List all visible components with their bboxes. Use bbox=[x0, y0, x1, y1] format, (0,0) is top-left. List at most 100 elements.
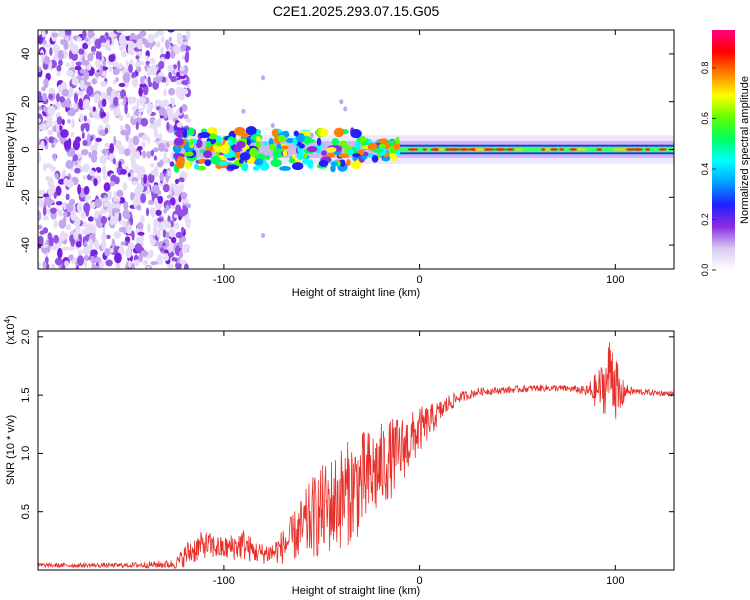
noise-blob bbox=[59, 96, 65, 103]
noise-blob bbox=[71, 51, 79, 61]
noise-blob bbox=[51, 142, 55, 149]
band-blob bbox=[220, 144, 230, 155]
noise-blob bbox=[180, 44, 187, 52]
noise-blob bbox=[145, 207, 150, 217]
colorbar-tick-label: 0.4 bbox=[700, 163, 710, 176]
noise-blob bbox=[42, 205, 47, 216]
noise-blob bbox=[60, 39, 64, 46]
noise-blob bbox=[118, 160, 122, 169]
noise-blob bbox=[141, 141, 146, 149]
noise-blob bbox=[38, 35, 43, 45]
y-tick-label: -20 bbox=[20, 189, 32, 205]
band-blob bbox=[196, 165, 207, 171]
band-blob bbox=[241, 132, 249, 139]
band-blob bbox=[358, 149, 365, 156]
snr-x-ticks: -100 0 100 bbox=[213, 331, 624, 587]
noise-blob bbox=[178, 74, 186, 80]
noise-blob bbox=[88, 170, 96, 176]
noise-blob bbox=[57, 209, 64, 217]
noise-blob bbox=[149, 207, 156, 216]
noise-blob bbox=[178, 177, 185, 183]
noise-blob bbox=[38, 210, 42, 222]
wisp bbox=[261, 233, 266, 239]
noise-blob bbox=[47, 105, 56, 117]
band-hotspot bbox=[569, 148, 578, 151]
noise-blob bbox=[38, 66, 42, 73]
noise-blob bbox=[87, 53, 94, 62]
noise-blob bbox=[79, 113, 84, 123]
noise-blob bbox=[180, 191, 188, 199]
band-blob bbox=[330, 164, 336, 173]
noise-blob bbox=[166, 194, 173, 199]
noise-blob bbox=[146, 265, 151, 269]
spectrogram-image bbox=[38, 30, 674, 269]
band-blob bbox=[307, 159, 314, 169]
noise-blob bbox=[162, 184, 170, 193]
noise-blob bbox=[42, 106, 48, 113]
noise-blob bbox=[50, 165, 56, 172]
band-blob bbox=[204, 159, 212, 167]
x-tick-label: -100 bbox=[213, 274, 235, 286]
band-blob bbox=[346, 158, 351, 166]
band-hotspot bbox=[596, 148, 603, 151]
noise-blob bbox=[56, 116, 63, 125]
band-blob bbox=[203, 150, 213, 159]
noise-blob bbox=[38, 224, 43, 230]
noise-blob bbox=[43, 43, 51, 48]
band-blob bbox=[238, 158, 244, 164]
noise-blob bbox=[136, 66, 142, 73]
noise-blob bbox=[118, 226, 126, 233]
noise-blob bbox=[57, 50, 64, 61]
noise-blob bbox=[182, 244, 189, 254]
noise-blob bbox=[165, 204, 170, 211]
band-blob bbox=[188, 127, 195, 136]
noise-blob bbox=[138, 165, 146, 176]
noise-blob bbox=[57, 30, 66, 38]
noise-blob bbox=[87, 216, 94, 222]
noise-blob bbox=[165, 50, 171, 60]
band-blob bbox=[317, 128, 329, 137]
noise-blob bbox=[106, 234, 111, 240]
noise-blob bbox=[75, 265, 80, 269]
noise-blob bbox=[74, 65, 82, 71]
noise-blob bbox=[116, 140, 123, 148]
band-blob bbox=[273, 156, 278, 161]
noise-blob bbox=[94, 241, 100, 250]
noise-blob bbox=[134, 186, 140, 198]
band-blob bbox=[285, 138, 295, 144]
noise-blob bbox=[91, 261, 95, 269]
band-hotspot bbox=[550, 148, 558, 151]
snr-y-scale: (x104) bbox=[3, 315, 17, 345]
noise-blob bbox=[76, 37, 83, 42]
noise-blob bbox=[46, 120, 54, 128]
noise-blob bbox=[159, 220, 164, 231]
noise-blob bbox=[103, 202, 109, 208]
snr-frame bbox=[37, 330, 675, 571]
noise-blob bbox=[127, 43, 134, 55]
noise-blob bbox=[42, 92, 48, 102]
noise-blob bbox=[176, 71, 181, 78]
noise-blob bbox=[75, 241, 82, 248]
noise-blob bbox=[65, 224, 72, 231]
band-blob bbox=[333, 127, 345, 138]
noise-blob bbox=[53, 219, 58, 229]
noise-blob bbox=[56, 92, 60, 103]
band-blob bbox=[272, 148, 284, 159]
band-hotspot bbox=[574, 148, 587, 151]
noise-blob bbox=[123, 200, 129, 212]
noise-blob bbox=[94, 198, 103, 208]
x-tick-label: 0 bbox=[417, 575, 423, 587]
noise-blob bbox=[111, 238, 116, 250]
band-blob bbox=[208, 133, 218, 140]
noise-blob bbox=[107, 189, 113, 201]
noise-blob bbox=[64, 30, 72, 37]
noise-blob bbox=[74, 161, 78, 166]
noise-blob bbox=[113, 96, 119, 107]
noise-blob bbox=[113, 191, 117, 203]
band-blob bbox=[391, 153, 397, 162]
noise-blob bbox=[49, 47, 53, 56]
spectrogram-panel: -100 0 100 -40 -20 0 20 40 Height of straight … bbox=[5, 29, 675, 299]
noise-blob bbox=[67, 119, 71, 124]
noise-blob bbox=[61, 246, 69, 251]
noise-blob bbox=[56, 123, 60, 133]
